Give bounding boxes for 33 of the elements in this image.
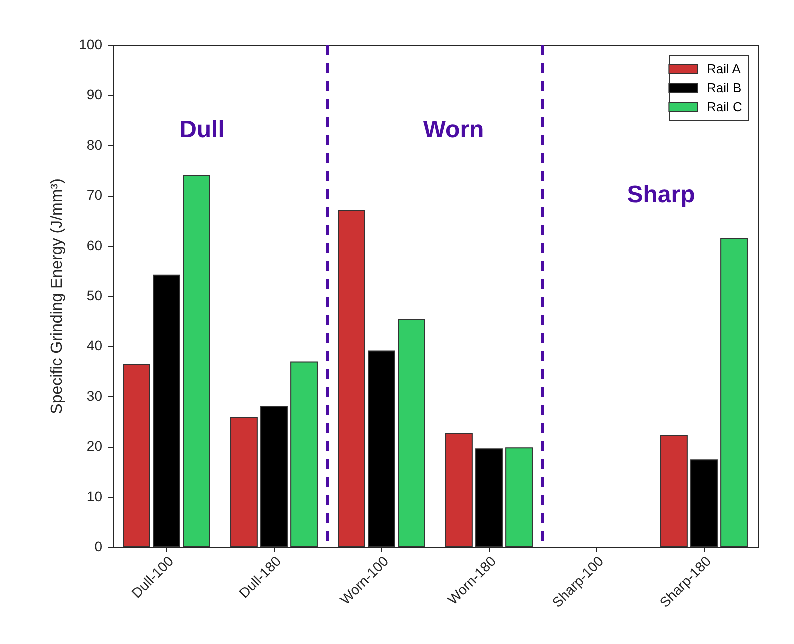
y-tick-label: 10 bbox=[86, 488, 103, 504]
y-tick-label: 100 bbox=[79, 36, 103, 52]
annotation: Sharp bbox=[627, 182, 696, 209]
legend-label: Rail B bbox=[707, 80, 742, 96]
y-tick-label: 80 bbox=[86, 136, 103, 153]
bar bbox=[230, 416, 258, 548]
bar bbox=[290, 362, 318, 548]
bar bbox=[446, 433, 473, 548]
y-axis-title: Specific Grinding Energy (J/mm³) bbox=[49, 178, 66, 414]
bar bbox=[660, 435, 688, 548]
annotation: Dull bbox=[180, 116, 225, 144]
bar bbox=[123, 364, 150, 548]
bar bbox=[183, 176, 210, 548]
bar bbox=[690, 460, 718, 548]
y-tick-label: 70 bbox=[86, 187, 103, 204]
y-tick-label: 40 bbox=[86, 338, 103, 354]
legend-label: Rail A bbox=[707, 62, 742, 76]
legend-label: Rail C bbox=[707, 100, 742, 114]
y-tick-label: 50 bbox=[86, 288, 103, 304]
bar bbox=[506, 448, 533, 548]
y-tick-label: 90 bbox=[86, 86, 103, 103]
y-tick-label: 20 bbox=[86, 438, 103, 454]
y-tick-label: 0 bbox=[94, 538, 103, 554]
bar bbox=[476, 448, 503, 548]
y-tick-label: 30 bbox=[86, 388, 103, 404]
bar bbox=[260, 406, 288, 548]
y-tick-label: 60 bbox=[86, 237, 103, 254]
bar bbox=[338, 210, 366, 548]
bar bbox=[368, 350, 396, 548]
bar bbox=[720, 238, 748, 548]
bar bbox=[398, 319, 426, 548]
annotation: Worn bbox=[423, 116, 484, 144]
bar bbox=[153, 274, 180, 548]
